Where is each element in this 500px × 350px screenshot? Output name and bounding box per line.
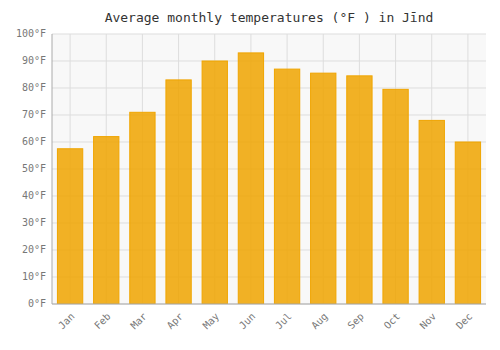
y-tick-label: 90°F (22, 55, 46, 66)
x-axis: Jan Feb Mar Apr May Jun Jul Aug Sep Oct Nov Dec (56, 311, 474, 332)
y-tick-label: 30°F (22, 217, 46, 228)
bar (238, 53, 263, 304)
x-tick-label: Nov (418, 311, 439, 332)
x-tick-label: Apr (165, 311, 186, 332)
plot-background (52, 34, 486, 304)
bar (383, 89, 408, 304)
y-tick-label: 80°F (22, 82, 46, 93)
bar (274, 69, 299, 304)
bar (166, 80, 191, 304)
x-tick-label: Dec (454, 311, 475, 332)
y-tick-label: 20°F (22, 244, 46, 255)
x-tick-label: Oct (382, 311, 403, 332)
x-tick-label: Jul (273, 311, 294, 332)
grid-line-y (52, 115, 486, 116)
x-tick-label: Mar (128, 311, 149, 332)
x-tick-label: Sep (345, 311, 366, 332)
title: Average monthly temperatures (°F ) in Jī… (105, 10, 434, 25)
bar (94, 137, 119, 304)
y-tick-label: 0°F (28, 298, 46, 309)
bar (311, 73, 336, 304)
y-axis-line (52, 34, 53, 304)
bar (347, 76, 372, 304)
x-axis-line (52, 304, 486, 305)
x-tick-label: Aug (309, 311, 330, 332)
y-tick-label: 50°F (22, 163, 46, 174)
grid (52, 34, 486, 304)
grid-line-y (52, 61, 486, 62)
chart: 0°F 10°F 20°F 30°F 40°F 50°F 60°F 70°F 80°F 90°F 1… (0, 0, 500, 350)
grid-line-y (52, 88, 486, 89)
bar (419, 120, 444, 304)
chart-holder: 0°F 10°F 20°F 30°F 40°F 50°F 60°F 70°F 80°F 90°F 1… (0, 0, 500, 350)
x-tick-label: Feb (92, 311, 113, 332)
bars (57, 53, 480, 304)
y-tick-label: 10°F (22, 271, 46, 282)
bar (202, 61, 227, 304)
y-tick-label: 70°F (22, 109, 46, 120)
y-tick-label: 60°F (22, 136, 46, 147)
grid-line-y (52, 34, 486, 35)
bar (57, 149, 82, 304)
bar (455, 142, 480, 304)
y-axis: 0°F 10°F 20°F 30°F 40°F 50°F 60°F 70°F 80°F 90°F 1… (16, 28, 46, 309)
grid-line-y (52, 304, 486, 305)
y-tick-label: 40°F (22, 190, 46, 201)
x-tick-label: Jun (237, 311, 258, 332)
x-tick-label: May (201, 311, 222, 332)
y-tick-label: 100°F (16, 28, 46, 39)
bar (130, 112, 155, 304)
x-tick-label: Jan (56, 311, 77, 332)
